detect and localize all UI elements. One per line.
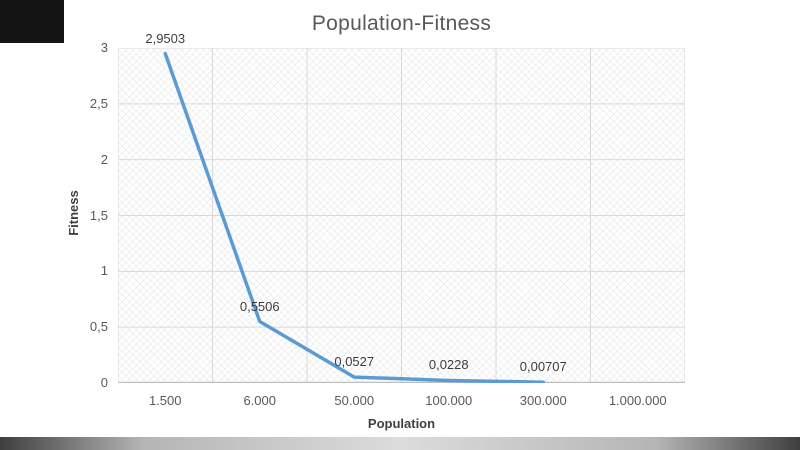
y-tick-label: 3 xyxy=(100,40,108,55)
chart-title: Population-Fitness xyxy=(311,12,492,35)
backdrop-corner-block xyxy=(0,0,64,43)
x-tick-label: 1.000.000 xyxy=(608,393,667,408)
chart-svg xyxy=(118,48,685,383)
backdrop-bottom-bar xyxy=(0,437,800,450)
x-tick-label: 50.000 xyxy=(334,393,375,408)
y-tick-label: 0 xyxy=(100,375,108,390)
x-tick-label: 100.000 xyxy=(425,393,473,408)
y-tick-label: 2,5 xyxy=(89,95,108,111)
y-tick-label: 1 xyxy=(100,263,108,279)
y-axis-title: Fitness xyxy=(66,190,81,236)
x-tick-label: 300.000 xyxy=(519,393,567,408)
x-axis-title: Population xyxy=(367,416,436,431)
series-line xyxy=(163,51,545,383)
plot-area xyxy=(118,48,685,383)
x-tick-label: 6.000 xyxy=(243,393,277,408)
x-tick-label: 1.500 xyxy=(148,393,182,408)
y-tick-label: 0,5 xyxy=(89,319,108,335)
